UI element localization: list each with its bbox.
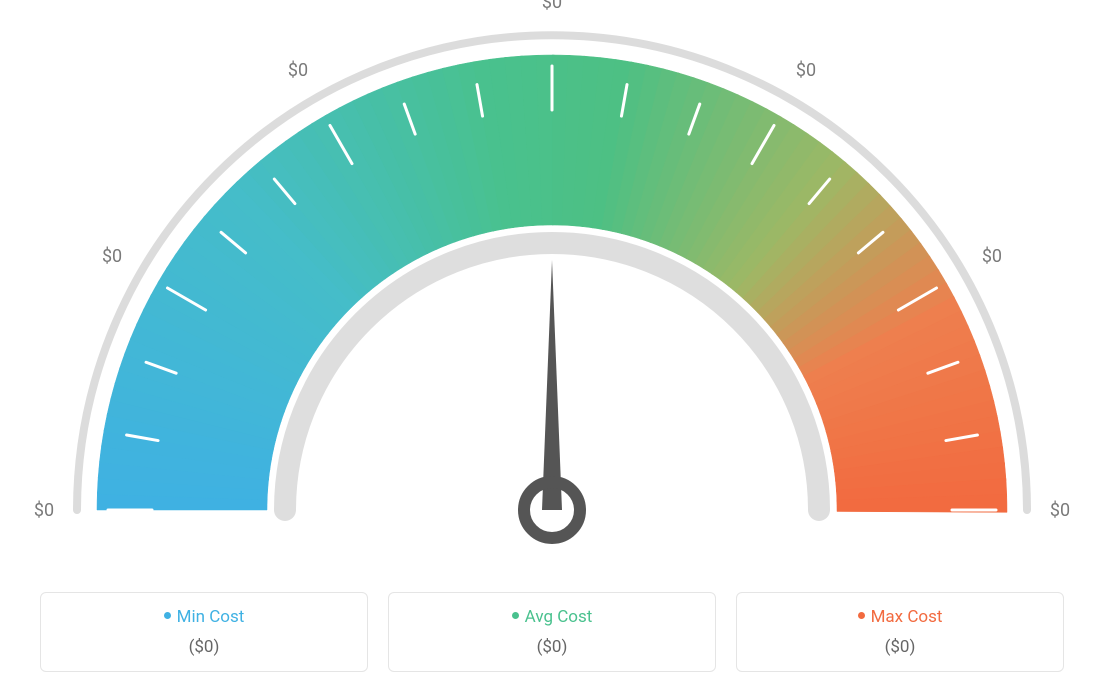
legend-value-max: ($0) xyxy=(749,637,1051,657)
dot-icon xyxy=(512,612,519,619)
svg-text:$0: $0 xyxy=(102,246,122,267)
dot-icon xyxy=(858,612,865,619)
legend-title-avg: Avg Cost xyxy=(401,607,703,627)
gauge-svg: $0 $0 $0 $0 $0 $0 $0 xyxy=(0,0,1104,560)
legend-card-max: Max Cost ($0) xyxy=(736,592,1064,672)
svg-text:$0: $0 xyxy=(982,246,1002,267)
legend-title-min: Min Cost xyxy=(53,607,355,627)
legend-label: Max Cost xyxy=(871,607,943,627)
gauge-chart: $0 $0 $0 $0 $0 $0 $0 xyxy=(0,0,1104,560)
svg-text:$0: $0 xyxy=(288,60,308,81)
legend-card-min: Min Cost ($0) xyxy=(40,592,368,672)
legend-label: Min Cost xyxy=(177,607,245,627)
legend-label: Avg Cost xyxy=(525,607,593,627)
legend-value-avg: ($0) xyxy=(401,637,703,657)
svg-text:$0: $0 xyxy=(542,0,562,13)
cost-gauge-widget: $0 $0 $0 $0 $0 $0 $0 Min Cost ($0) Avg Cost ($… xyxy=(0,0,1104,690)
legend-title-max: Max Cost xyxy=(749,607,1051,627)
dot-icon xyxy=(164,612,171,619)
svg-text:$0: $0 xyxy=(34,500,54,521)
svg-text:$0: $0 xyxy=(1050,500,1070,521)
legend-row: Min Cost ($0) Avg Cost ($0) Max Cost ($0… xyxy=(40,592,1064,672)
legend-card-avg: Avg Cost ($0) xyxy=(388,592,716,672)
svg-text:$0: $0 xyxy=(796,60,816,81)
legend-value-min: ($0) xyxy=(53,637,355,657)
